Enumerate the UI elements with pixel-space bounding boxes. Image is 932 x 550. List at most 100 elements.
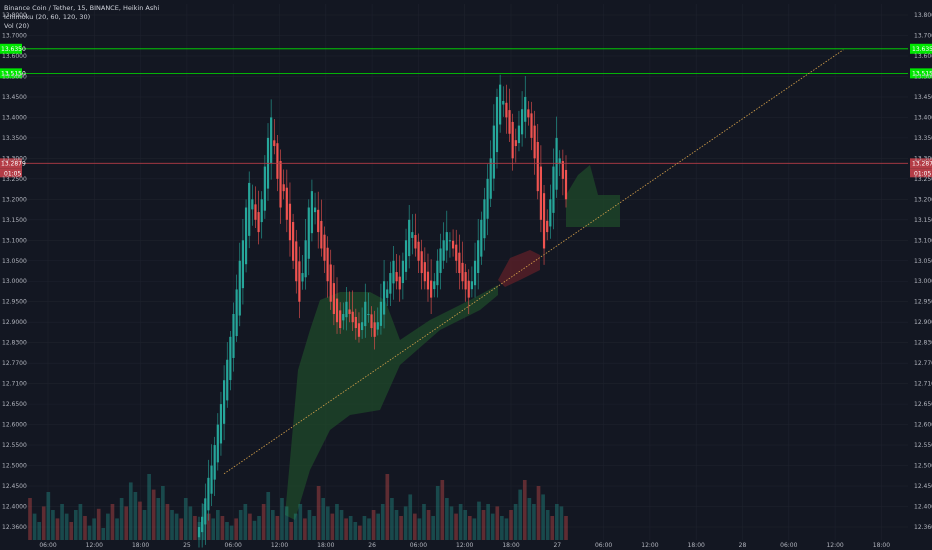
level-price-label-left: 13.5150 <box>1 70 26 77</box>
y-tick-label-left: 12.7100 <box>2 381 27 388</box>
volume-bar <box>316 486 321 540</box>
candle-body <box>480 219 483 257</box>
x-tick-label: 12:00 <box>641 542 658 549</box>
candle-body <box>473 260 477 286</box>
volume-bar <box>559 506 564 540</box>
candle-body <box>536 141 539 192</box>
volume-bar <box>358 525 362 540</box>
volume-bar <box>110 504 115 540</box>
volume-bar <box>344 518 348 540</box>
volume-indicator-label[interactable]: Vol (20) <box>4 22 30 30</box>
candle-body <box>298 261 301 302</box>
candle-body <box>364 301 367 327</box>
volume-bar <box>55 518 60 540</box>
candle-body <box>382 281 386 315</box>
y-tick-label-right: 13.8000 <box>914 12 932 19</box>
cloud-region-green-future <box>566 165 620 227</box>
volume-bar <box>142 510 147 540</box>
volume-bar <box>193 516 197 540</box>
candle-body <box>323 234 326 261</box>
volume-bar <box>376 513 381 540</box>
candle-body <box>342 314 345 321</box>
y-tick-label-right: 13.0500 <box>914 258 932 265</box>
candle-body <box>273 140 276 147</box>
volume-bar <box>435 486 440 540</box>
y-tick-label-left: 12.6000 <box>2 422 27 429</box>
volume-bar <box>225 522 229 540</box>
volume-bar <box>165 504 170 540</box>
level-price-tag-right <box>910 68 932 79</box>
y-tick-label-left: 13.4000 <box>2 114 27 121</box>
x-axis[interactable]: 06:00 12:00 18:00 25 06:00 12:00 18:00 26 06:00 1… <box>39 542 890 549</box>
y-tick-label-right: 13.6000 <box>914 53 932 60</box>
ichimoku-indicator-label[interactable]: Ichimoku (20, 60, 120, 30) <box>4 13 91 21</box>
symbol-title[interactable]: Binance Coin / Tether, 15, BINANCE, Heik… <box>4 4 160 12</box>
x-tick-label: 18:00 <box>317 542 334 549</box>
candle-body <box>398 276 401 290</box>
volume-bar <box>440 480 445 540</box>
y-tick-label-left: 13.6000 <box>2 53 27 60</box>
x-tick-label: 18:00 <box>132 542 149 549</box>
candle-body <box>533 125 536 159</box>
level-price-label-left: 13.6350 <box>1 46 26 53</box>
candle-body <box>295 241 298 282</box>
volume-bar <box>518 489 523 540</box>
candle-body <box>248 182 251 236</box>
y-tick-label-right: 13.4500 <box>914 94 932 101</box>
volume-bar <box>211 518 216 540</box>
ichimoku-cloud <box>285 165 620 520</box>
candle-body <box>486 178 489 219</box>
y-tick-label-left: 12.8300 <box>2 340 27 347</box>
volume-bar <box>325 506 330 540</box>
grid <box>22 4 908 540</box>
volume-bar <box>321 498 326 540</box>
x-tick-label: 26 <box>368 542 376 549</box>
volume-bar <box>46 492 51 540</box>
candle-body <box>552 166 555 213</box>
y-axis-right[interactable]: 13.8000 13.7000 13.6000 13.5000 13.4500 13.40… <box>914 12 932 531</box>
horizontal-levels[interactable]: 13.6350 13.6350 13.5150 13.5150 13.2879 13.28… <box>0 43 932 178</box>
volume-bar <box>481 510 486 540</box>
volume-bar <box>151 489 156 540</box>
y-tick-label-left: 12.4000 <box>2 504 27 511</box>
y-tick-label-right: 13.2500 <box>914 176 932 183</box>
y-tick-label-left: 13.0000 <box>2 278 27 285</box>
y-tick-label-left: 12.5500 <box>2 442 27 449</box>
candle-body <box>260 199 263 223</box>
candle-body <box>254 204 257 220</box>
volume-bar <box>234 518 238 540</box>
x-tick-label: 12:00 <box>86 542 103 549</box>
candle-body <box>420 251 423 274</box>
volume-bar <box>289 522 293 540</box>
y-tick-label-left: 13.3500 <box>2 135 27 142</box>
level-price-label-left: 13.2879 <box>1 160 26 167</box>
volume-bar <box>431 516 435 540</box>
y-tick-label-left: 12.5000 <box>2 463 27 470</box>
candle-body <box>279 161 282 208</box>
volume-bar <box>399 516 403 540</box>
volume-bar <box>564 516 568 540</box>
volume-bar <box>60 504 64 540</box>
volume-bar <box>385 474 390 540</box>
candle-body <box>392 260 395 284</box>
y-tick-label-right: 13.7000 <box>914 32 932 39</box>
trend-line[interactable] <box>223 49 844 475</box>
candle-body <box>219 404 223 444</box>
volume-bar <box>412 513 417 540</box>
candle-body <box>345 301 348 318</box>
y-tick-label-right: 12.7100 <box>914 381 932 388</box>
candle-body <box>241 240 245 289</box>
volume-bar <box>303 518 307 540</box>
y-tick-label-right: 12.4500 <box>914 483 932 490</box>
volume-bar <box>101 528 106 540</box>
candle-body <box>411 232 414 238</box>
y-tick-label-right: 12.5000 <box>914 463 932 470</box>
candle-body <box>492 125 495 179</box>
x-tick-label: 25 <box>183 542 191 549</box>
candle-body <box>270 117 273 164</box>
candle-body <box>235 289 238 337</box>
y-tick-label-left: 12.4500 <box>2 483 27 490</box>
volume-bar <box>293 513 298 540</box>
volume-bar <box>202 504 206 540</box>
